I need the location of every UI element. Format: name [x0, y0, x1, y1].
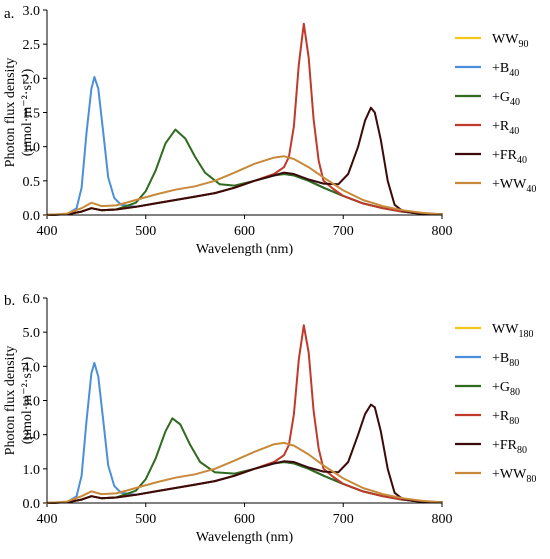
y-tick-label: 0.0 [23, 497, 41, 512]
y-axis-label: Photon flux density [3, 346, 18, 456]
legend-entry: +G80 [492, 380, 520, 398]
x-tick-label: 800 [432, 512, 453, 527]
legend-entry: +WW80 [492, 467, 536, 485]
series-line-plus-ww80 [46, 441, 443, 504]
y-tick-label: 5.0 [23, 326, 41, 341]
x-tick-label: 600 [234, 224, 255, 239]
y-tick-label: 2.0 [23, 72, 41, 87]
y-axis-label: (μmol·m⁻²·s⁻¹) [20, 356, 35, 444]
legend-entry: WW180 [492, 322, 533, 340]
series-line-plus-fr40 [46, 106, 443, 216]
x-axis-label: Wavelength (nm) [196, 530, 294, 545]
legend-entry: +FR40 [492, 148, 527, 166]
legend: WW180 +B80 +G80 +R80 +FR80 +WW80 [455, 322, 536, 485]
series-line-plus-g80 [46, 417, 443, 504]
series-line-plus-b80 [46, 361, 443, 504]
y-tick-label: 0.0 [23, 209, 41, 224]
panel-label: a. [4, 6, 14, 22]
y-tick-label: 1.5 [23, 107, 41, 122]
x-tick-label: 800 [432, 224, 453, 239]
x-tick-label: 400 [37, 512, 58, 527]
legend-entry: +FR80 [492, 438, 527, 456]
y-tick-label: 3.0 [23, 4, 41, 19]
series-line-plus-g40 [46, 128, 443, 216]
y-axis-label: (μmol·m⁻²·s⁻¹) [20, 68, 35, 156]
panel-label: b. [4, 293, 15, 309]
x-axis-label: Wavelength (nm) [196, 242, 294, 257]
x-tick-label: 500 [135, 512, 156, 527]
series-line-plus-r40 [46, 22, 443, 216]
x-tick-label: 700 [333, 512, 354, 527]
x-tick-label: 400 [37, 224, 58, 239]
legend-entry: +B40 [492, 61, 519, 79]
y-tick-label: 1.0 [23, 463, 41, 478]
x-tick-label: 700 [333, 224, 354, 239]
series-line-plus-ww40 [46, 155, 443, 216]
legend-entry: WW90 [492, 32, 528, 50]
y-tick-label: 3.0 [23, 395, 41, 410]
x-tick-label: 500 [135, 224, 156, 239]
y-tick-label: 2.5 [23, 38, 41, 53]
y-tick-label: 2.0 [23, 429, 41, 444]
y-tick-label: 4.0 [23, 360, 41, 375]
legend-entry: +R40 [492, 119, 519, 137]
legend-entry: +WW40 [492, 177, 536, 195]
legend: WW90 +B40 +G40 +R40 +FR40 +WW40 [455, 32, 536, 195]
x-tick-label: 600 [234, 512, 255, 527]
chart-panel-b: b. 0.0 1.0 2.0 3.0 4.0 5.0 6.0 400 500 600 700 800 Wa… [3, 292, 536, 545]
legend-entry: +R80 [492, 409, 519, 427]
y-axis-label: Photon flux density [3, 58, 18, 168]
legend-entry: +G40 [492, 90, 520, 108]
chart-panel-a: a. 0.0 0.5 1.0 1.5 2.0 2.5 3.0 400 500 600 700 800 Wa… [3, 4, 536, 257]
legend-entry: +B80 [492, 351, 519, 369]
series-line-plus-r80 [46, 324, 443, 504]
y-tick-label: 6.0 [23, 292, 41, 307]
y-tick-label: 0.5 [23, 175, 41, 190]
y-tick-label: 1.0 [23, 141, 41, 156]
series-line-plus-fr80 [46, 403, 443, 504]
